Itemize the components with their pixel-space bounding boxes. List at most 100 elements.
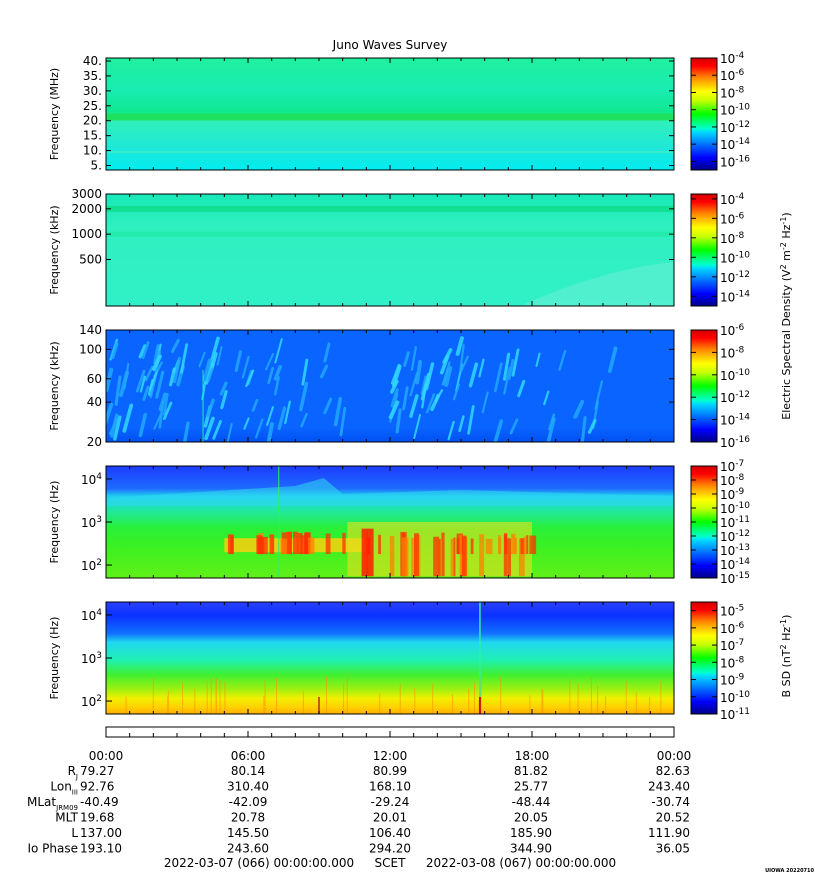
burst-feature: [142, 385, 150, 401]
colorbar-tick-label: 10-8: [720, 655, 745, 670]
colorbar-tick-label: 10-10: [720, 501, 750, 516]
burst-feature: [254, 418, 264, 439]
y-tick-label: 40: [87, 395, 102, 409]
burst-feature: [139, 375, 147, 393]
burst-feature: [122, 403, 134, 433]
spectrogram-image-5: [106, 602, 674, 714]
burst-feature: [212, 420, 222, 440]
colorbar-tick-label: 10-14: [720, 137, 750, 152]
ephemeris-row: Io Phase 193.10 243.60 294.20 344.90 36.05: [27, 842, 690, 856]
burst-feature: [138, 412, 148, 438]
emission-feature: [361, 528, 374, 577]
ephemeris-value: -40.49: [80, 795, 119, 809]
emission-feature: [499, 537, 502, 555]
y-tick-label: 25.: [83, 99, 102, 113]
burst-feature: [458, 415, 465, 433]
burst-feature: [277, 406, 287, 430]
burst-feature: [481, 391, 489, 414]
burst-feature: [266, 406, 275, 426]
scet-end: 2022-03-08 (067) 00:00:00.000: [426, 856, 616, 870]
version-tag: UIOWA 20220710: [765, 868, 814, 874]
y-axis-label: Frequency (Hz): [48, 481, 61, 564]
burst-feature: [468, 362, 479, 388]
burst-feature: [511, 348, 520, 377]
burst-feature: [198, 351, 206, 368]
ephemeris-value: 36.05: [656, 842, 690, 856]
emission-feature: [526, 535, 529, 555]
colorbar-tick-label: 10-6: [720, 211, 745, 226]
emission-feature: [401, 537, 409, 577]
y-tick-label: 104: [81, 472, 102, 487]
y-tick-label: 103: [81, 651, 102, 666]
burst-feature: [162, 401, 173, 421]
burst-feature: [299, 381, 309, 412]
colorbar-tick-label: 10-8: [720, 345, 745, 360]
burst-feature: [204, 362, 214, 385]
y-axis-label: Frequency (MHz): [48, 68, 61, 160]
burst-feature: [267, 366, 275, 385]
colorbar-tick-label: 10-10: [720, 368, 750, 383]
ephemeris-label: Io Phase: [27, 842, 78, 856]
burst-feature: [390, 388, 399, 408]
colorbar-tick-label: 10-10: [720, 690, 750, 705]
emission-feature: [286, 531, 292, 555]
ephemeris-table: RJ 79.27 80.14 80.99 81.82 82.63 LonIII 92.76 31…: [27, 764, 690, 856]
ephemeris-value: 137.00: [80, 826, 122, 840]
colorbar-tick-label: 10-8: [720, 231, 745, 246]
burst-feature: [402, 386, 409, 411]
colorbar-tick-label: 10-7: [720, 638, 744, 653]
colorbar-tick-label: 10-12: [720, 529, 750, 544]
ephemeris-value: 185.90: [510, 826, 552, 840]
ephemeris-label: MLatJRM09: [27, 795, 78, 812]
colorbar-tick-label: 10-13: [720, 543, 750, 558]
burst-feature: [443, 367, 450, 386]
burst-feature: [251, 398, 259, 412]
burst-feature: [409, 394, 419, 418]
ephemeris-row: LonIII 92.76 310.40 168.10 25.77 243.40: [50, 780, 690, 797]
burst-feature: [106, 367, 114, 393]
emission-feature: [260, 536, 268, 555]
burst-feature: [138, 344, 147, 359]
burst-feature: [202, 358, 212, 382]
emission-feature: [269, 534, 275, 555]
burst-feature: [219, 381, 228, 396]
colorbar-tick-label: 10-11: [720, 515, 750, 530]
scet-start: 2022-03-07 (066) 00:00:00.000: [164, 856, 354, 870]
burst-feature: [509, 418, 519, 435]
burst-feature: [409, 372, 419, 397]
y-tick-label: 10.: [83, 144, 102, 158]
emission-feature: [230, 536, 234, 555]
burst-feature: [209, 336, 220, 366]
ephemeris-label: LonIII: [50, 780, 78, 797]
colorbar-tick-label: 10-4: [720, 51, 745, 66]
burst-feature: [123, 363, 130, 390]
y-tick-label: 20: [87, 435, 102, 449]
colorbar-tick-label: 10-10: [720, 103, 750, 118]
emission-feature: [300, 535, 306, 555]
spectrogram-image-4: [106, 466, 674, 578]
panel-5: Frequency (Hz)10410310210-510-610-710-81…: [48, 601, 750, 722]
burst-feature: [478, 358, 485, 378]
ephemeris-value: 25.77: [514, 780, 548, 794]
burst-feature: [415, 359, 423, 385]
y-axis-label: Frequency (Hz): [48, 617, 61, 700]
burst-feature: [144, 365, 154, 382]
x-tick-label: 12:00: [373, 749, 408, 763]
ephemeris-value: 243.60: [227, 842, 269, 856]
y-tick-label: 500: [79, 252, 102, 266]
y-tick-label: 5.: [91, 159, 102, 173]
ephemeris-value: 79.27: [80, 764, 114, 778]
colorbar-labels: Electric Spectral Density (V2 m-2 Hz-1) B…: [779, 212, 793, 697]
ephemeris-value: 82.63: [656, 764, 690, 778]
burst-feature: [135, 369, 146, 393]
colorbar-tick-label: 10-14: [720, 289, 750, 304]
burst-feature: [284, 400, 291, 425]
emission-feature: [433, 536, 440, 577]
spectrogram-image-3: [106, 330, 674, 442]
y-tick-label: 102: [81, 558, 102, 573]
emission-feature: [441, 532, 445, 577]
emission-feature: [485, 538, 493, 555]
burst-feature: [535, 352, 541, 367]
emission-feature: [518, 538, 525, 577]
